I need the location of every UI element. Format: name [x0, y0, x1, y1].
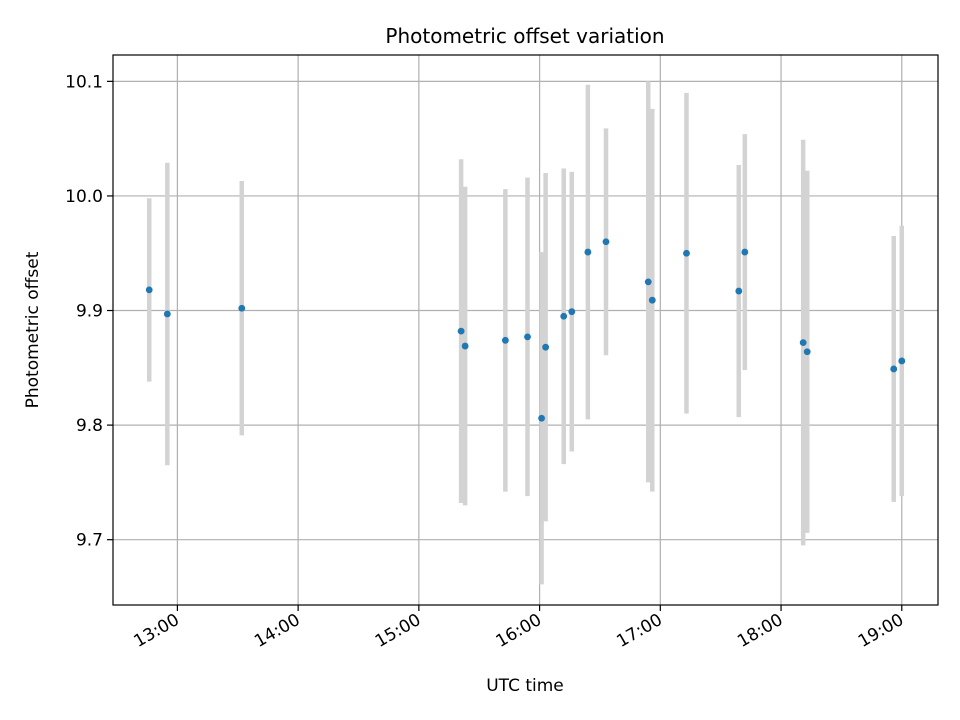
data-point: [584, 248, 592, 256]
y-tick-label: 10.1: [65, 72, 103, 92]
data-point: [741, 248, 749, 256]
data-point: [644, 278, 652, 286]
data-point: [602, 238, 610, 246]
y-tick-label: 10.0: [65, 187, 103, 207]
data-point: [890, 365, 898, 373]
y-tick-label: 9.9: [76, 302, 103, 322]
data-point: [683, 249, 690, 257]
data-point: [803, 348, 811, 356]
data-point: [145, 286, 153, 294]
chart-title: Photometric offset variation: [385, 24, 664, 48]
data-point: [461, 342, 469, 350]
y-axis-ticks: 9.7 9.8 9.9 10.0 10.1: [65, 72, 113, 551]
y-tick-label: 9.7: [76, 531, 103, 551]
data-point: [238, 304, 246, 312]
data-point: [735, 287, 743, 295]
data-point: [501, 336, 509, 344]
x-axis-title: UTC time: [486, 676, 564, 696]
y-tick-label: 9.8: [76, 416, 103, 436]
data-point: [542, 343, 550, 351]
data-point: [568, 308, 576, 316]
data-point: [524, 333, 531, 341]
data-point: [799, 339, 807, 347]
plot-frame: [112, 54, 939, 606]
data-point: [457, 327, 465, 335]
data-point: [560, 312, 568, 320]
y-axis-title: Photometric offset: [23, 251, 43, 408]
data-points: [145, 238, 906, 422]
data-point: [163, 310, 171, 318]
data-point: [898, 357, 906, 365]
data-point: [538, 414, 545, 422]
data-point: [648, 296, 656, 304]
